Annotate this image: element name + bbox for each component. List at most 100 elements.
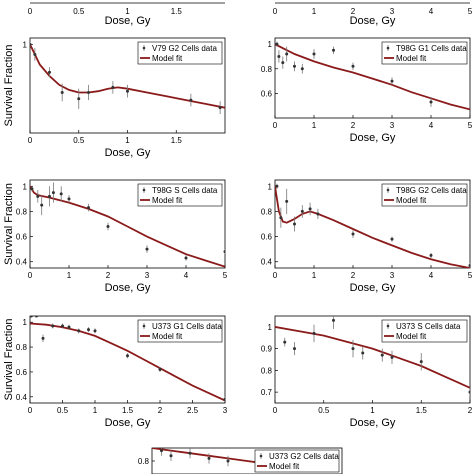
legend-box xyxy=(381,319,468,343)
data-point xyxy=(30,316,33,318)
legend-entry-data: V79 G2 Cells data xyxy=(152,44,217,53)
x-tick-label: 1 xyxy=(312,121,317,130)
x-tick-label: 3 xyxy=(390,271,395,280)
plot-area xyxy=(30,316,225,402)
legend-data-marker-point xyxy=(142,46,146,50)
data-point xyxy=(312,52,316,56)
x-axis-label: Dose, Gy xyxy=(350,132,396,144)
data-point xyxy=(351,232,355,236)
legend-data-marker-point xyxy=(142,324,146,328)
data-point xyxy=(51,191,55,195)
x-tick-label: 0.5 xyxy=(73,7,85,16)
x-tick-label: 0 xyxy=(28,406,33,415)
data-point xyxy=(390,79,394,83)
legend-entry-fit: Model fit xyxy=(152,54,183,63)
y-tick-label: 1 xyxy=(268,182,273,191)
plot-area xyxy=(275,183,470,268)
x-tick-label: 0.5 xyxy=(73,136,85,145)
chart-panel-1: 0.6 0.8 1 0 1 2 3 4 5 Dose, Gy T98G G1 Cells dataM… xyxy=(261,37,473,144)
x-tick-label: 3 xyxy=(145,271,150,280)
data-point xyxy=(158,367,162,371)
data-point xyxy=(312,331,316,335)
legend-entry-fit: Model fit xyxy=(396,332,427,341)
chart-panel-5: 0.7 0.8 0.9 1 0 0.5 1 1.5 2 Dose, Gy U373 S Cells … xyxy=(261,315,473,429)
legend-box xyxy=(137,319,223,343)
x-tick-label: 1 xyxy=(67,271,72,280)
legend-entry-fit: Model fit xyxy=(396,54,427,63)
x-tick-label: 0 xyxy=(273,121,278,130)
x-tick-label: 2 xyxy=(351,7,356,16)
data-point xyxy=(293,347,296,351)
data-point xyxy=(207,456,211,460)
data-point xyxy=(160,449,163,453)
x-axis-label: Dose, Gy xyxy=(350,282,396,294)
data-point xyxy=(223,250,225,254)
data-point xyxy=(285,199,289,203)
data-point xyxy=(468,390,470,394)
x-tick-label: 3 xyxy=(223,406,228,415)
x-axis-label: Dose, Gy xyxy=(105,282,151,294)
x-tick-label: 2 xyxy=(468,406,473,415)
x-tick-label: 5 xyxy=(468,121,473,130)
y-tick-label: 0.7 xyxy=(261,388,273,397)
data-point xyxy=(145,247,149,251)
data-point xyxy=(285,52,289,56)
top-strip-1: 0 1 2 3 4 5 Dose, Gy xyxy=(273,2,473,27)
data-point xyxy=(93,329,97,333)
x-tick-label: 2 xyxy=(351,121,356,130)
data-point xyxy=(380,353,384,357)
x-tick-label: 0.5 xyxy=(57,406,69,415)
y-tick-label: 1 xyxy=(268,40,273,49)
x-tick-label: 0 xyxy=(28,271,33,280)
legend-data-marker-point xyxy=(259,454,263,458)
x-tick-label: 1 xyxy=(312,271,317,280)
data-point xyxy=(361,351,365,355)
x-tick-label: 5 xyxy=(223,271,228,280)
data-point xyxy=(351,347,355,351)
legend-box xyxy=(254,449,340,473)
data-point xyxy=(36,194,40,198)
x-tick-label: 4 xyxy=(184,271,189,280)
x-tick-label: 4 xyxy=(429,121,434,130)
y-tick-label: 0.8 xyxy=(261,65,273,74)
data-point xyxy=(419,360,423,364)
y-tick-label: 1 xyxy=(268,323,273,332)
data-point xyxy=(59,192,63,196)
y-tick-label: 0.6 xyxy=(261,89,273,98)
data-point xyxy=(300,209,304,213)
chart-panel-2: 0.4 0.6 0.8 1 0 1 2 3 4 5 Dose, Gy Survival Fractio… xyxy=(3,179,228,294)
data-point xyxy=(316,212,320,216)
legend-data-marker-point xyxy=(142,188,146,192)
y-tick-label: 1 xyxy=(23,318,28,327)
data-point xyxy=(281,61,285,65)
data-point xyxy=(87,328,90,332)
x-tick-label: 1 xyxy=(125,7,130,16)
y-axis-label: Survival Fraction xyxy=(3,183,15,265)
y-axis-label: Survival Fraction xyxy=(3,45,15,127)
x-tick-label: 1.5 xyxy=(171,136,183,145)
y-tick-label: 0.6 xyxy=(16,368,28,377)
data-point xyxy=(40,203,44,207)
legend-entry-data: T98G S Cells data xyxy=(152,186,218,195)
data-point xyxy=(48,70,51,74)
legend-box xyxy=(381,183,468,207)
x-tick-label: 0 xyxy=(28,7,33,16)
x-tick-label: 1 xyxy=(370,406,375,415)
x-axis-label: Dose, Gy xyxy=(105,147,151,159)
legend-entry-fit: Model fit xyxy=(269,462,300,471)
plot-area xyxy=(275,316,470,397)
y-tick-label: 1 xyxy=(23,182,28,191)
plot-frame xyxy=(29,179,226,269)
data-point xyxy=(308,207,312,211)
y-tick-label: 0.9 xyxy=(261,345,273,354)
chart-panel-3: 0.4 0.6 0.8 1 0 1 2 3 4 5 Dose, Gy T98G G2 Cells da… xyxy=(261,179,473,294)
x-tick-label: 1.5 xyxy=(416,406,428,415)
y-tick-label: 0.6 xyxy=(261,233,273,242)
model-fit-line xyxy=(30,43,225,109)
data-point xyxy=(61,324,64,328)
x-tick-label: 2 xyxy=(158,406,163,415)
x-axis-label: Dose, Gy xyxy=(105,417,151,429)
